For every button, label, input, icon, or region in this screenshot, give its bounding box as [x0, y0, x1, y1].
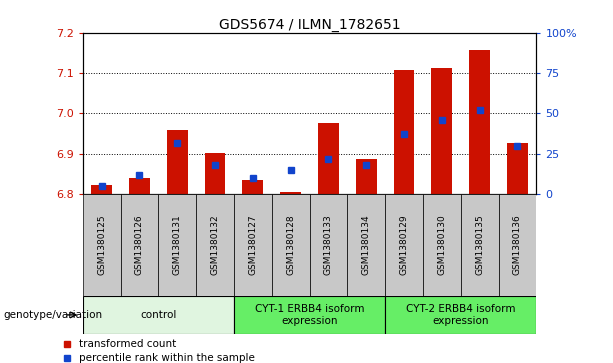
Bar: [432, 68, 452, 194]
Bar: [280, 192, 301, 194]
Bar: [205, 153, 226, 194]
Text: GSM1380125: GSM1380125: [97, 215, 106, 276]
Text: genotype/variation: genotype/variation: [3, 310, 102, 320]
Text: GSM1380131: GSM1380131: [173, 215, 182, 276]
Text: GSM1380126: GSM1380126: [135, 215, 144, 276]
Text: GSM1380135: GSM1380135: [475, 215, 484, 276]
Bar: [83, 194, 121, 296]
Bar: [243, 180, 263, 194]
Bar: [348, 194, 385, 296]
Bar: [310, 194, 348, 296]
Bar: [498, 194, 536, 296]
Bar: [394, 70, 414, 194]
Bar: [461, 194, 498, 296]
Bar: [121, 194, 158, 296]
Bar: [470, 50, 490, 194]
Text: GSM1380129: GSM1380129: [400, 215, 409, 276]
Text: control: control: [140, 310, 177, 320]
Text: GSM1380132: GSM1380132: [210, 215, 219, 276]
Bar: [272, 194, 310, 296]
Text: CYT-2 ERBB4 isoform
expression: CYT-2 ERBB4 isoform expression: [406, 304, 516, 326]
Text: GSM1380133: GSM1380133: [324, 215, 333, 276]
Bar: [318, 123, 339, 194]
Bar: [423, 194, 461, 296]
Bar: [83, 296, 234, 334]
Text: percentile rank within the sample: percentile rank within the sample: [78, 352, 254, 363]
Bar: [385, 296, 536, 334]
Text: GSM1380134: GSM1380134: [362, 215, 371, 276]
Text: GSM1380127: GSM1380127: [248, 215, 257, 276]
Text: transformed count: transformed count: [78, 339, 176, 349]
Text: GSM1380130: GSM1380130: [437, 215, 446, 276]
Bar: [234, 194, 272, 296]
Bar: [167, 130, 188, 194]
Bar: [196, 194, 234, 296]
Bar: [91, 185, 112, 194]
Title: GDS5674 / ILMN_1782651: GDS5674 / ILMN_1782651: [219, 18, 400, 32]
Bar: [234, 296, 385, 334]
Bar: [507, 143, 528, 194]
Text: GSM1380136: GSM1380136: [513, 215, 522, 276]
Bar: [356, 159, 376, 194]
Text: CYT-1 ERBB4 isoform
expression: CYT-1 ERBB4 isoform expression: [255, 304, 364, 326]
Bar: [385, 194, 423, 296]
Text: GSM1380128: GSM1380128: [286, 215, 295, 276]
Bar: [129, 178, 150, 194]
Bar: [158, 194, 196, 296]
